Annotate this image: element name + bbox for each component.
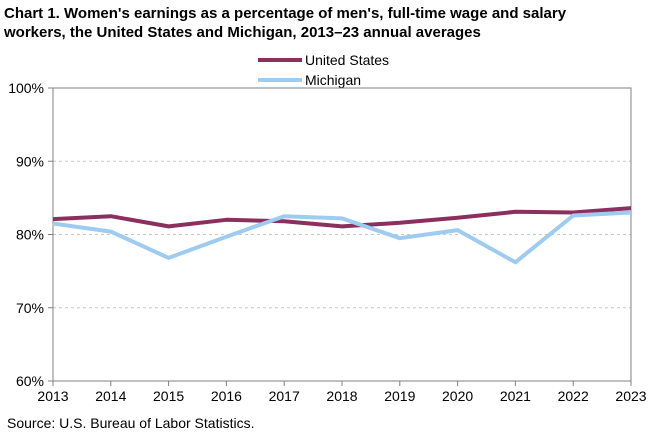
y-tick-label: 80% [16, 227, 44, 243]
legend-label-united-states: United States [305, 52, 390, 68]
x-tick-label: 2019 [384, 388, 415, 404]
legend-swatch-michigan [258, 78, 302, 82]
legend-item-michigan: Michigan [258, 70, 389, 90]
x-tick-label: 2015 [153, 388, 184, 404]
x-tick-label: 2016 [211, 388, 242, 404]
series-line-michigan [52, 210, 632, 265]
x-tick-label: 2014 [95, 388, 126, 404]
y-tick-label: 60% [16, 373, 44, 389]
legend-swatch-united-states [258, 58, 302, 62]
y-tick-label: 100% [8, 80, 44, 96]
x-tick-label: 2023 [615, 388, 646, 404]
chart-title: Chart 1. Women's earnings as a percentag… [4, 4, 654, 42]
legend-item-united-states: United States [258, 50, 389, 70]
series-line-united-states [52, 206, 632, 229]
x-tick-label: 2017 [269, 388, 300, 404]
x-tick-label: 2013 [37, 388, 68, 404]
x-tick-label: 2018 [326, 388, 357, 404]
legend-label-michigan: Michigan [305, 72, 362, 88]
x-tick-label: 2021 [500, 388, 531, 404]
y-tick-label: 70% [16, 300, 44, 316]
chart-title-line-2: workers, the United States and Michigan,… [4, 24, 481, 41]
chart-title-line-1: Chart 1. Women's earnings as a percentag… [4, 5, 567, 22]
x-tick-label: 2022 [558, 388, 589, 404]
y-tick-label: 90% [16, 153, 44, 169]
x-tick-label: 2020 [442, 388, 473, 404]
chart-legend: United States Michigan [258, 50, 389, 90]
source-note: Source: U.S. Bureau of Labor Statistics. [7, 415, 255, 431]
